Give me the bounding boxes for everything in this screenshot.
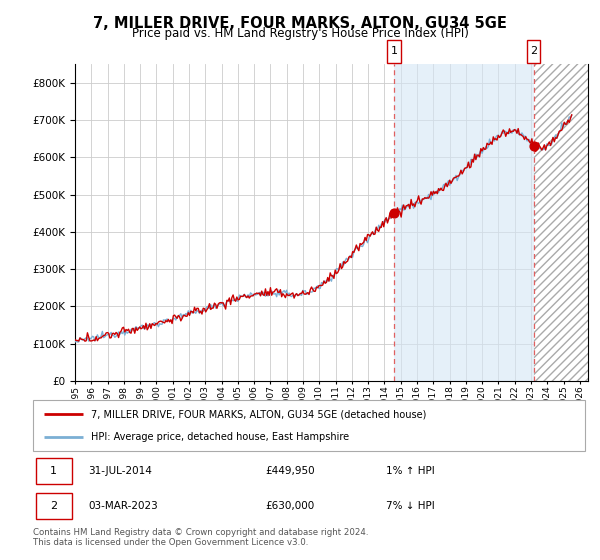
Text: 03-MAR-2023: 03-MAR-2023 [88,501,158,511]
Bar [534,64,588,381]
Text: 7, MILLER DRIVE, FOUR MARKS, ALTON, GU34 5GE: 7, MILLER DRIVE, FOUR MARKS, ALTON, GU34… [93,16,507,31]
Text: Contains HM Land Registry data © Crown copyright and database right 2024.
This d: Contains HM Land Registry data © Crown c… [33,528,368,547]
FancyBboxPatch shape [33,400,585,451]
Point [389,209,398,218]
Point [529,142,539,151]
Text: 7, MILLER DRIVE, FOUR MARKS, ALTON, GU34 5GE (detached house): 7, MILLER DRIVE, FOUR MARKS, ALTON, GU34… [91,409,427,419]
Text: 1% ↑ HPI: 1% ↑ HPI [386,466,435,476]
Bar [534,64,588,381]
Text: Price paid vs. HM Land Registry's House Price Index (HPI): Price paid vs. HM Land Registry's House … [131,27,469,40]
Text: 1: 1 [50,466,57,476]
Text: £449,950: £449,950 [265,466,314,476]
Text: 7% ↓ HPI: 7% ↓ HPI [386,501,435,511]
FancyBboxPatch shape [527,40,541,63]
Text: HPI: Average price, detached house, East Hampshire: HPI: Average price, detached house, East… [91,432,349,442]
FancyBboxPatch shape [387,40,401,63]
Text: 31-JUL-2014: 31-JUL-2014 [88,466,152,476]
FancyBboxPatch shape [36,458,71,484]
Text: 1: 1 [391,46,397,57]
FancyBboxPatch shape [36,493,71,520]
Text: £630,000: £630,000 [265,501,314,511]
Text: 2: 2 [50,501,57,511]
Bar [394,64,534,381]
Text: 2: 2 [530,46,538,57]
